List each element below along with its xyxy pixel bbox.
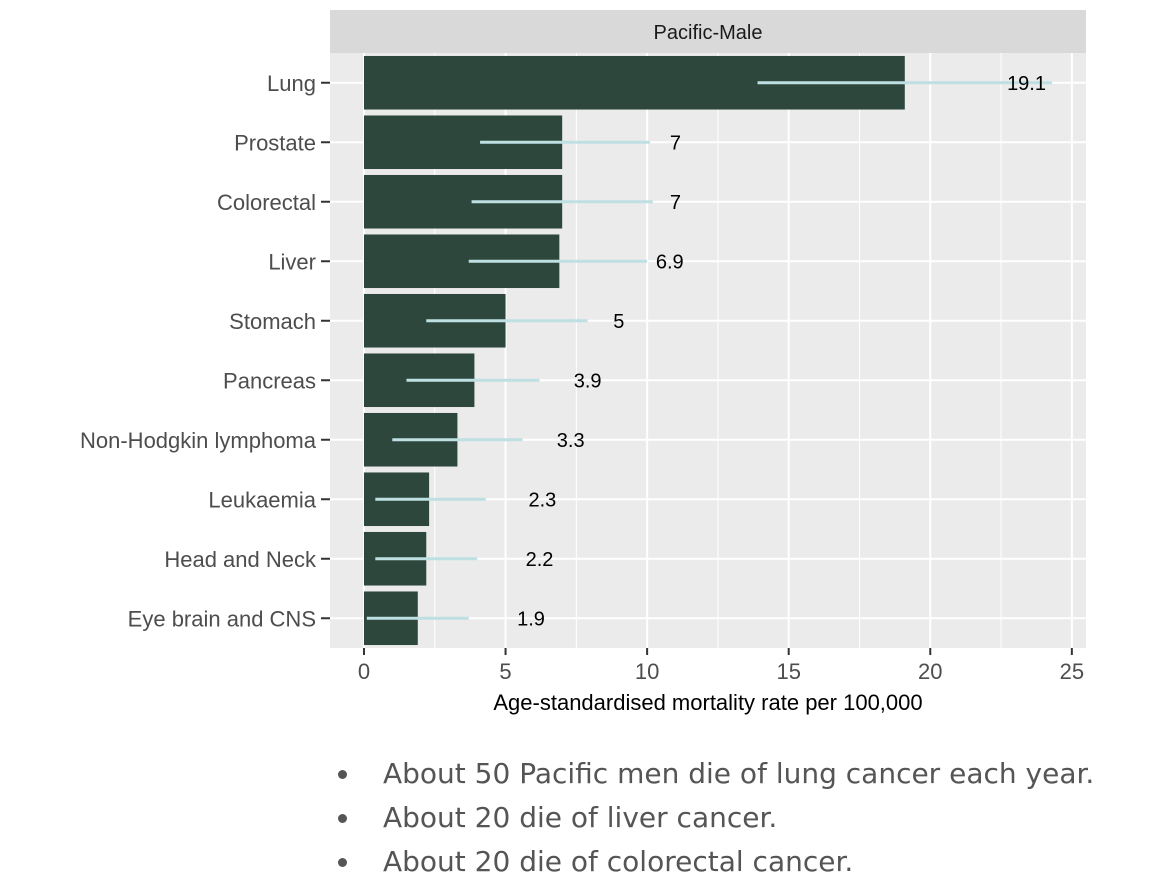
y-tick-label: Leukaemia bbox=[208, 487, 316, 512]
value-label: 5 bbox=[613, 311, 624, 333]
y-tick-label: Lung bbox=[267, 71, 316, 96]
facet-strip bbox=[330, 10, 1086, 53]
value-label: 3.3 bbox=[557, 430, 585, 452]
value-label: 2.3 bbox=[528, 489, 556, 511]
y-tick-label: Colorectal bbox=[217, 190, 316, 215]
value-label: 1.9 bbox=[517, 608, 545, 630]
value-label: 3.9 bbox=[574, 370, 602, 392]
value-labels: 19.1 7 7 6.9 5 3.9 3.3 2.3 2.2 1.9 bbox=[517, 73, 1046, 631]
value-label: 2.2 bbox=[526, 549, 554, 571]
x-axis: 0 5 10 15 20 25 bbox=[358, 648, 1084, 684]
y-tick-label: Liver bbox=[268, 249, 316, 274]
value-label: 19.1 bbox=[1007, 73, 1046, 95]
y-axis: Lung Prostate Colorectal Liver Stomach Pancre… bbox=[80, 71, 330, 631]
x-tick-label: 15 bbox=[776, 659, 800, 684]
notes-list: About 50 Pacific men die of lung cancer … bbox=[334, 752, 1134, 884]
y-tick-label: Prostate bbox=[234, 130, 316, 155]
x-tick-label: 20 bbox=[918, 659, 942, 684]
note-item: About 20 die of colorectal cancer. bbox=[334, 840, 1134, 884]
x-tick-label: 10 bbox=[635, 659, 659, 684]
value-label: 7 bbox=[670, 192, 681, 214]
y-tick-label: Stomach bbox=[229, 309, 316, 334]
x-tick-label: 5 bbox=[499, 659, 511, 684]
y-tick-label: Head and Neck bbox=[164, 547, 317, 572]
note-item: About 50 Pacific men die of lung cancer … bbox=[334, 752, 1134, 796]
error-bars bbox=[366, 81, 1053, 620]
x-tick-label: 0 bbox=[358, 659, 370, 684]
bar-chart: Pacific-Male 19.1 7 7 6.9 5 3.9 3.3 2.3 2.2 1.9 L… bbox=[80, 10, 1086, 715]
facet-title: Pacific-Male bbox=[654, 22, 763, 44]
value-label: 7 bbox=[670, 132, 681, 154]
note-item: About 20 die of liver cancer. bbox=[334, 796, 1134, 840]
y-tick-label: Non-Hodgkin lymphoma bbox=[80, 428, 317, 453]
x-axis-title: Age-standardised mortality rate per 100,… bbox=[493, 690, 922, 715]
x-tick-label: 25 bbox=[1060, 659, 1084, 684]
y-tick-label: Pancreas bbox=[223, 368, 316, 393]
y-tick-label: Eye brain and CNS bbox=[128, 606, 316, 631]
value-label: 6.9 bbox=[656, 251, 684, 273]
